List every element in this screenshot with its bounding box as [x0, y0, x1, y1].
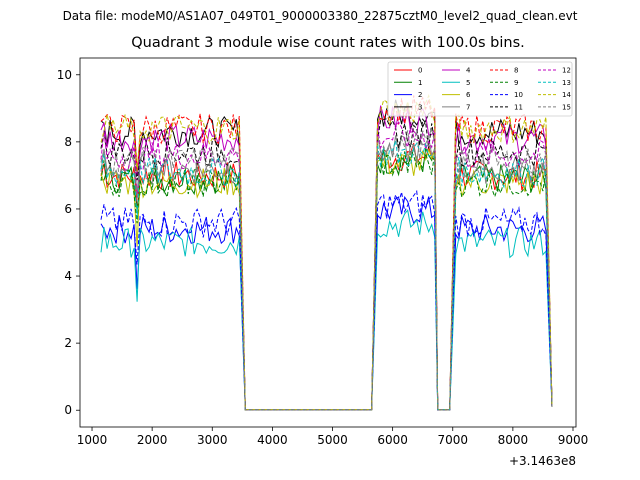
series-line-11	[100, 118, 553, 411]
chart-title: Quadrant 3 module wise count rates with …	[131, 35, 525, 51]
legend-label-2: 2	[418, 91, 422, 99]
x-tick-label: 7000	[437, 433, 468, 447]
legend-label-5: 5	[466, 79, 470, 87]
series-line-15	[100, 127, 553, 411]
legend-label-8: 8	[514, 67, 518, 75]
y-tick-label: 4	[64, 269, 72, 283]
x-offset-label: +3.1463e8	[509, 454, 576, 468]
legend-label-15: 15	[562, 103, 571, 111]
series-line-6	[100, 147, 553, 411]
axes-group: 1000 2000 3000 4000 5000 6000 7000 8000 9000 0 2 4 6…	[57, 57, 589, 468]
plot-frame	[79, 57, 577, 428]
legend-label-14: 14	[562, 91, 571, 99]
series-line-9	[100, 149, 553, 411]
y-tick-label: 6	[64, 202, 72, 216]
series-line-8	[100, 95, 553, 411]
legend-label-10: 10	[514, 91, 523, 99]
x-tick-label: 2000	[137, 433, 168, 447]
series-line-2	[100, 195, 553, 411]
legend-label-3: 3	[418, 103, 422, 111]
series-lines	[100, 93, 553, 411]
series-line-4	[100, 105, 553, 411]
legend-label-9: 9	[514, 79, 518, 87]
legend-label-12: 12	[562, 67, 571, 75]
x-tick-label: 3000	[197, 433, 228, 447]
y-tick-label: 0	[64, 403, 72, 417]
y-tick-label: 2	[64, 336, 72, 350]
series-line-14	[100, 93, 553, 411]
x-tick-label: 6000	[377, 433, 408, 447]
series-line-10	[100, 189, 553, 411]
legend-label-6: 6	[466, 91, 471, 99]
y-tick-label: 8	[64, 135, 72, 149]
series-line-5	[100, 209, 553, 411]
y-tick-label: 10	[57, 68, 72, 82]
series-line-7	[100, 134, 553, 411]
x-tick-label: 4000	[257, 433, 288, 447]
series-line-12	[100, 121, 553, 411]
legend-label-7: 7	[466, 103, 470, 111]
legend-label-11: 11	[514, 103, 523, 111]
legend-box	[387, 61, 573, 117]
x-tick-label: 5000	[317, 433, 348, 447]
legend-label-1: 1	[418, 79, 422, 87]
x-tick-label: 1000	[77, 433, 108, 447]
legend-label-0: 0	[418, 67, 422, 75]
x-tick-label: 9000	[558, 433, 589, 447]
figure-suptitle: Data file: modeM0/AS1A07_049T01_90000033…	[62, 9, 578, 23]
legend-label-13: 13	[562, 79, 571, 87]
x-tick-label: 8000	[498, 433, 529, 447]
series-line-13	[100, 140, 553, 411]
legend-label-4: 4	[466, 67, 471, 75]
